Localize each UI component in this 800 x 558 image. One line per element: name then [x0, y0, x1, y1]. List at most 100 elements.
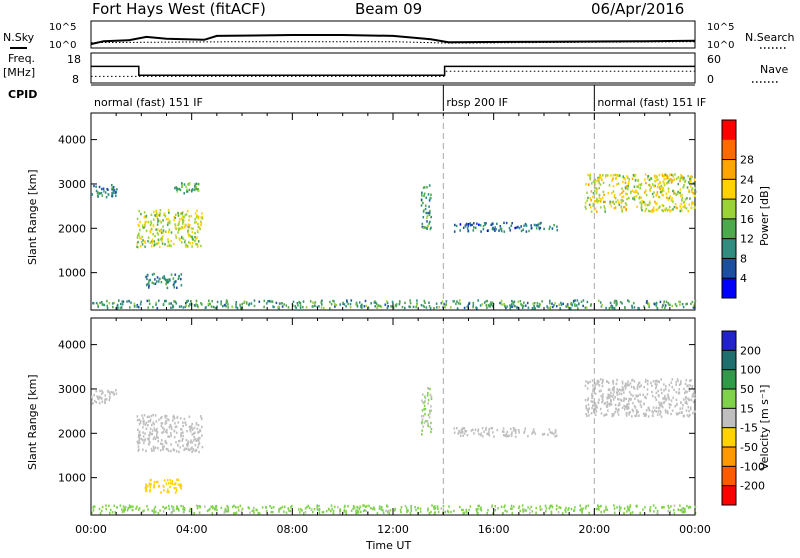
echo-cell — [168, 426, 171, 429]
echo-cell — [114, 511, 116, 514]
echo-cell — [167, 278, 169, 281]
echo-cell — [694, 299, 697, 303]
echo-cell — [174, 216, 177, 220]
echo-cell — [574, 304, 576, 307]
echo-cell — [566, 304, 568, 308]
echo-cell — [678, 411, 681, 414]
echo-cell — [590, 412, 593, 415]
echo-cell — [649, 210, 652, 213]
echo-cell — [594, 181, 596, 184]
echo-cell — [593, 404, 596, 407]
echo-cell — [601, 401, 603, 404]
nave-line — [91, 70, 695, 77]
echo-cell — [533, 223, 536, 227]
echo-cell — [382, 509, 384, 512]
echo-cell — [148, 434, 151, 437]
echo-cell — [137, 508, 140, 511]
echo-cell — [142, 431, 144, 434]
echo-cell — [146, 415, 149, 419]
echo-cell — [487, 508, 489, 512]
echo-cell — [622, 180, 624, 184]
echo-cell — [668, 398, 670, 401]
echo-cell — [638, 183, 640, 186]
echo-cell — [664, 304, 667, 307]
echo-cell — [618, 392, 621, 395]
echo-cell — [654, 179, 657, 183]
echo-cell — [173, 483, 176, 486]
echo-cell — [548, 507, 551, 510]
echo-cell — [100, 191, 103, 195]
echo-cell — [517, 429, 520, 432]
echo-cell — [191, 242, 194, 245]
echo-cell — [521, 306, 524, 309]
echo-cell — [382, 511, 385, 514]
echo-cell — [156, 223, 159, 226]
echo-cell — [137, 223, 140, 227]
echo-cell — [466, 434, 469, 437]
echo-cell — [618, 203, 621, 206]
echo-cell — [646, 393, 649, 396]
echo-cell — [154, 429, 156, 432]
echo-cell — [194, 232, 196, 235]
echo-cell — [427, 391, 429, 395]
echo-cell — [193, 435, 195, 439]
echo-cell — [489, 305, 491, 308]
echo-cell — [312, 301, 314, 304]
echo-cell — [605, 306, 607, 310]
echo-cell — [165, 447, 168, 451]
echo-cell — [139, 421, 142, 424]
echo-cell — [375, 301, 377, 304]
echo-cell — [670, 180, 673, 184]
echo-cell — [184, 447, 186, 450]
echo-cell — [555, 508, 558, 511]
echo-cell — [511, 300, 514, 304]
echo-cell — [692, 306, 695, 309]
echo-cell — [694, 190, 697, 193]
echo-cell — [640, 204, 643, 207]
echo-cell — [426, 186, 428, 189]
echo-cell — [617, 199, 619, 202]
echo-cell — [198, 442, 201, 445]
echo-cell — [143, 211, 146, 214]
echo-cell — [463, 432, 466, 435]
nsky-label: N.Sky — [3, 31, 35, 44]
echo-cell — [284, 505, 286, 509]
echo-cell — [514, 431, 517, 434]
echo-cell — [680, 380, 682, 383]
echo-cell — [430, 427, 433, 431]
date-label: 06/Apr/2016 — [591, 0, 684, 18]
echo-cell — [160, 422, 163, 425]
echo-cell — [165, 280, 168, 284]
echo-cell — [269, 505, 271, 508]
echo-cell — [683, 200, 686, 204]
echo-cell — [343, 303, 346, 306]
echo-cell — [430, 215, 432, 219]
echo-cell — [421, 418, 424, 421]
echo-cell — [148, 286, 150, 289]
echo-cell — [92, 506, 95, 509]
echo-cell — [644, 414, 647, 417]
echo-cell — [137, 445, 140, 448]
echo-cell — [663, 300, 665, 303]
freq-unit-label: [MHz] — [3, 66, 35, 79]
echo-cell — [172, 305, 175, 308]
echo-cell — [684, 382, 687, 386]
echo-cell — [158, 219, 161, 222]
echo-cell — [167, 449, 170, 453]
echo-cell — [186, 444, 189, 448]
echo-cell — [356, 505, 358, 509]
echo-cell — [656, 509, 659, 513]
echo-cell — [155, 212, 158, 215]
echo-cell — [602, 396, 604, 399]
echo-cell — [471, 223, 473, 227]
echo-cell — [512, 302, 515, 306]
echo-cell — [386, 306, 389, 309]
echo-cell — [636, 410, 638, 413]
echo-cell — [533, 307, 536, 310]
echo-cell — [664, 409, 667, 412]
echo-cell — [248, 303, 250, 307]
echo-cell — [107, 390, 109, 393]
echo-cell — [241, 507, 244, 511]
echo-cell — [649, 201, 651, 205]
echo-cell — [166, 488, 169, 492]
